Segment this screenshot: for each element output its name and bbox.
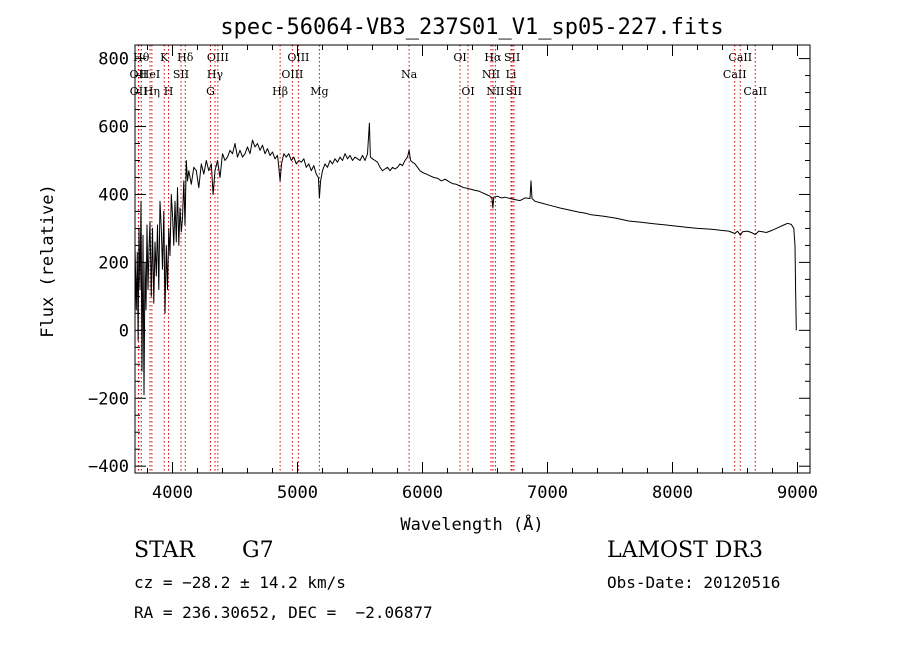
spectral-line-label: NII [486,85,504,98]
spectral-line-label: K [160,51,169,64]
object-class: STAR [134,538,195,563]
x-tick-label: 8000 [652,483,693,503]
y-tick-label: −400 [88,457,129,477]
spectral-line-label: CaII [728,51,752,64]
spectral-line-label: Hθ [133,51,150,64]
spectrum-line [134,122,797,396]
x-tick-label: 7000 [527,483,568,503]
spectral-line-label: Li [506,68,517,81]
y-tick-label: −200 [88,389,129,409]
x-axis-label: Wavelength (Å) [400,513,543,535]
redshift-cz: cz = −28.2 ± 14.2 km/s [134,573,346,592]
spectrum-series [134,122,797,396]
y-axis-label: Flux (relative) [38,184,58,338]
axes: 4000 5000 6000 7000 8000 9000 −400 −200 0 200 400 6… [88,45,818,503]
x-tick-label: 6000 [402,483,443,503]
spectral-line-label: OIII [287,51,309,64]
x-tick-label: 9000 [777,483,818,503]
x-tick-label: 5000 [277,483,318,503]
spectral-line-label: Hγ [207,68,224,81]
spectral-line-label: Hβ [272,85,288,98]
spectral-line-label: CaII [723,68,747,81]
spectral-line-label: SII [173,68,189,81]
spectral-line-label: OI [453,51,466,64]
survey-name: LAMOST DR3 [607,538,763,563]
y-tick-label: 400 [98,185,129,205]
spectral-line-label: OI [461,85,474,98]
spectral-line-label: G [206,85,215,98]
spectral-line-label: NII [482,68,500,81]
spectral-line-label: CaII [743,85,767,98]
y-tick-label: 200 [98,253,129,273]
spectral-line-label: Hδ [177,51,194,64]
spectral-line-label: SII [506,85,522,98]
chart-title: spec-56064-VB3_237S01_V1_sp05-227.fits [220,15,723,40]
x-tick-label: 4000 [152,483,193,503]
spectral-line-label: Mg [310,85,328,98]
plot-frame [134,44,811,474]
observation-date: Obs-Date: 20120516 [607,573,781,592]
y-tick-label: 800 [98,50,129,70]
object-subclass: G7 [242,538,274,563]
spectral-line-label: SII [504,51,520,64]
y-tick-label: 600 [98,118,129,138]
spectral-line-label: HeI [140,68,160,81]
spectral-line-label: Na [401,68,418,81]
spectral-line-label: OIII [281,68,303,81]
spectral-line-label: OII [130,85,148,98]
spectral-line-label: OIII [207,51,229,64]
spectral-line-label: Hη [144,85,160,98]
spectral-line-label: H [164,85,174,98]
spectral-line-label: Hα [484,51,502,64]
y-tick-label: 0 [119,321,129,341]
coordinates: RA = 236.30652, DEC = −2.06877 [134,603,433,622]
